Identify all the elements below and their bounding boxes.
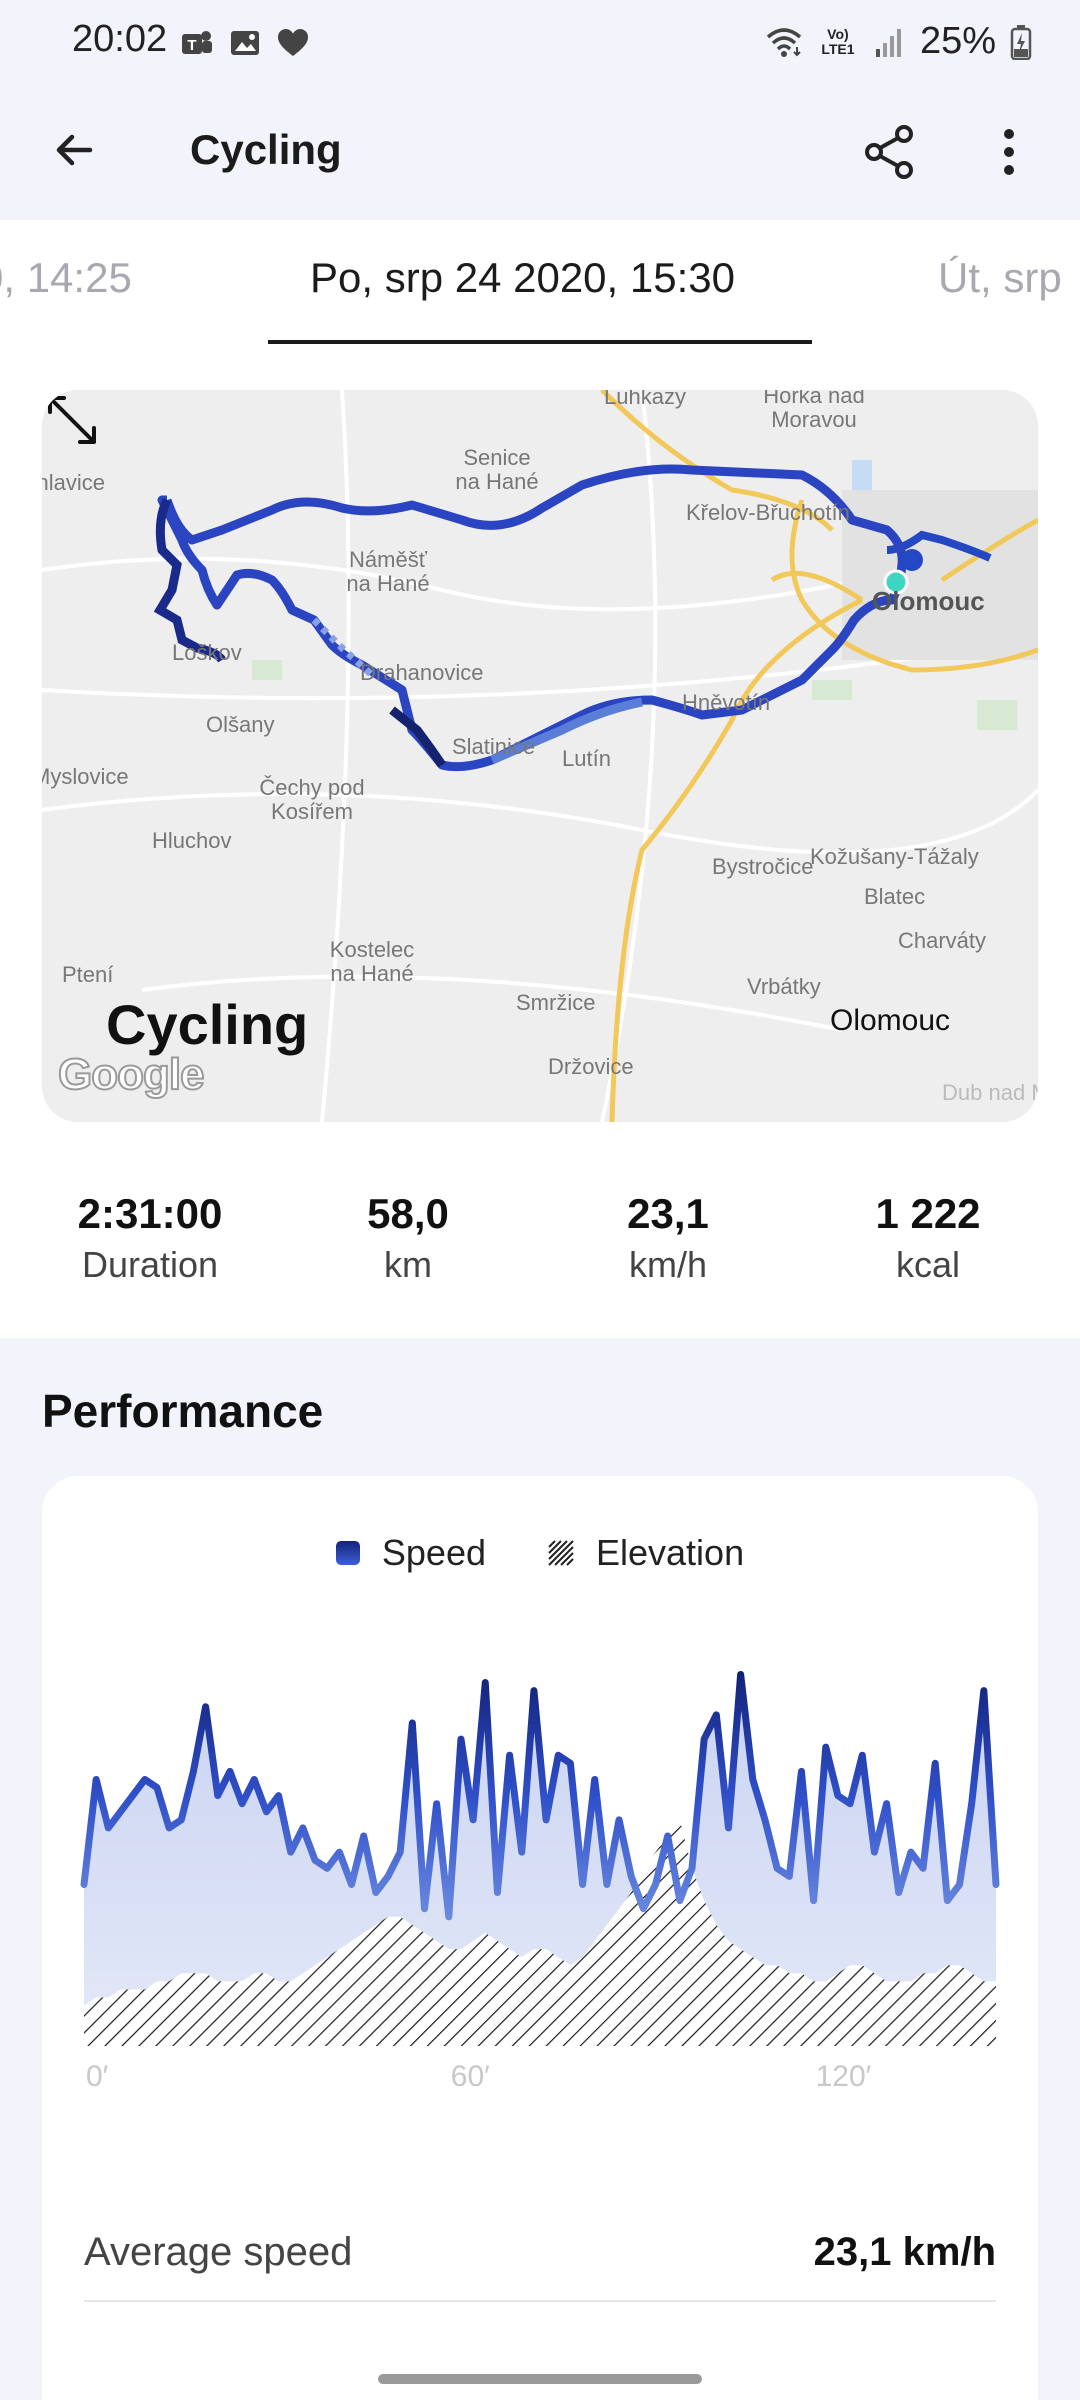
stat-distance: 58,0 km [278,1190,538,1286]
chart-legend: Speed Elevation [42,1532,1038,1574]
map-label: Kožušany-Tážaly [810,844,979,869]
signal-icon [875,28,901,57]
expand-map-icon[interactable] [42,390,102,450]
map-label: Luhkazy [604,390,686,409]
map-location-label: Olomouc [830,1004,951,1037]
wifi-icon [766,27,802,57]
more-options-button[interactable] [984,118,1034,186]
map-label: Bystročice [712,854,814,879]
more-vertical-icon [1004,129,1014,175]
x-tick-label: 0′ [86,2060,109,2093]
map-label: Vrbátky [747,974,821,999]
map-label: Luhlavice [42,470,105,495]
map-label: Kostelec na Hané [329,937,415,986]
map-label: Náměšť na Hané [346,547,430,596]
home-indicator[interactable] [378,2374,702,2384]
app-bar: Cycling [0,90,1080,220]
average-speed-row: Average speed 23,1 km/h [84,2220,996,2302]
map-label: Hněvotín [682,690,771,715]
back-arrow-icon [56,134,93,166]
map-label: Čechy pod Kosířem [259,775,365,824]
map-label: Ptení [62,962,114,987]
stat-speed: 23,1 km/h [538,1190,798,1286]
google-logo: Google [57,1049,206,1100]
tab-previous-workout[interactable]: 0, 14:25 [0,254,132,301]
workout-stats: 2:31:00 Duration 58,0 km 23,1 km/h 1 222… [0,1190,1080,1310]
map-activity-title: Cycling [106,993,309,1056]
map-label: Horka nad Moravou [763,390,865,432]
status-right: Vo) LTE1 25% [764,20,1032,63]
active-tab-indicator [268,340,812,344]
legend-speed-label: Speed [381,1532,486,1573]
network-type: Vo) LTE1 [821,25,855,57]
stat-value: 58,0 [367,1190,449,1237]
battery-charging-icon [1010,24,1032,60]
battery-percent: 25% [919,20,996,62]
chart-layers: 0′ 60′ 120′ [80,1670,1000,2093]
tab-next-workout[interactable]: Út, srp [938,254,1062,301]
speed-line [80,1670,1000,1921]
page-title: Cycling [190,126,342,173]
svg-text:T: T [187,37,196,54]
x-tick-label: 60′ [451,2060,490,2093]
share-icon [865,125,913,179]
elevation-swatch [548,1540,574,1566]
legend-speed[interactable]: Speed [335,1532,486,1574]
stat-unit: km [384,1244,432,1285]
map-label: Smržice [516,990,596,1015]
stat-value: 1 222 [875,1190,981,1237]
map-label: Hluchov [152,828,232,853]
performance-heading: Performance [42,1385,324,1437]
stat-unit: Duration [81,1244,219,1285]
stat-value: 2:31:00 [77,1190,223,1237]
map-label: Blatec [864,884,926,909]
map-label: Křelov-Břuchotín [686,500,850,525]
elevation-area [84,1819,996,2046]
status-time: 20:02 [72,18,168,60]
route-map[interactable]: Luhkazy Horka nad Moravou Senice na Hané… [42,390,1038,1122]
map-label: Loškov [172,640,242,665]
back-button[interactable] [42,118,106,182]
notification-icons: T [180,26,310,60]
map-label: Myslovice [42,764,129,789]
gallery-icon [231,31,259,55]
stat-unit: kcal [895,1244,961,1285]
stat-unit: km/h [628,1244,707,1285]
map-label: Držovice [548,1054,634,1079]
stat-duration: 2:31:00 Duration [20,1190,280,1286]
map-label: Dub nad Moravou [942,1080,1038,1105]
start-marker [883,569,909,595]
map-label: Slatinice [452,734,536,759]
average-speed-label: Average speed [84,2230,353,2274]
performance-card: Speed Elevation 0′ 60′ 120′ Average s [42,1476,1038,2400]
map-canvas [42,390,1038,1122]
date-tabs: 0, 14:25 Po, srp 24 2020, 15:30 Út, srp [0,220,1080,349]
map-label: Olšany [206,712,275,737]
map-label: Olomouc [872,586,985,616]
speed-area [84,1674,996,2046]
speed-swatch [335,1541,360,1565]
map-label: Lutín [562,746,611,771]
status-bar: 20:02 T Vo) LTE1 25% [0,0,1080,90]
teams-icon: T [182,31,212,54]
stat-value: 23,1 [627,1190,709,1237]
legend-elevation-label: Elevation [596,1532,745,1573]
x-tick-label: 120′ [816,2060,872,2093]
legend-elevation[interactable]: Elevation [548,1532,744,1574]
average-speed-value: 23,1 km/h [813,2230,996,2274]
map-label: Charváty [898,928,987,953]
end-marker [901,549,923,571]
map-label: Senice na Hané [455,445,539,494]
tab-current-workout[interactable]: Po, srp 24 2020, 15:30 [310,254,735,301]
stat-calories: 1 222 kcal [798,1190,1058,1286]
heart-icon [278,29,308,56]
share-button[interactable] [856,118,924,186]
map-label: Drahanovice [360,660,484,685]
performance-chart[interactable]: 0′ 60′ 120′ [42,1616,1038,2096]
